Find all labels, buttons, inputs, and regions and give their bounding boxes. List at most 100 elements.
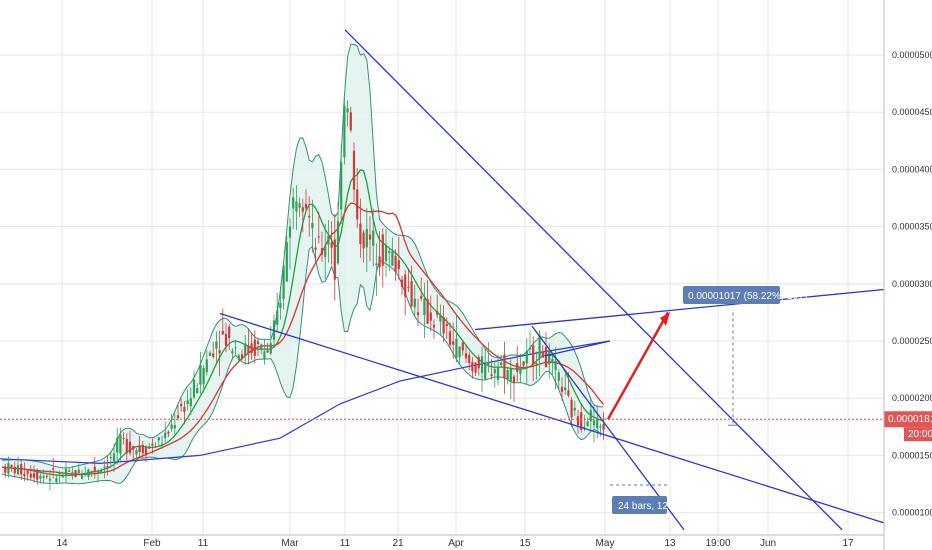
candle-body <box>10 464 13 467</box>
candle-body <box>503 354 506 379</box>
candle-body <box>90 470 93 472</box>
candle <box>356 168 359 228</box>
candle <box>301 198 304 233</box>
candle <box>189 387 192 415</box>
candle-body <box>538 335 541 359</box>
candle-body <box>64 468 68 477</box>
candle <box>298 197 301 217</box>
candle-body <box>320 248 324 255</box>
candle <box>135 447 138 463</box>
candle <box>176 405 180 421</box>
candle-body <box>384 245 388 262</box>
candle-body <box>404 274 407 297</box>
candle-body <box>13 466 16 474</box>
y-tick-label: 0.00004500 <box>892 107 932 117</box>
candle <box>388 248 391 272</box>
candle-body <box>592 420 596 426</box>
candle <box>490 359 493 380</box>
bars-range-label: 24 bars, 12d <box>618 501 674 512</box>
candle <box>29 465 32 480</box>
candle <box>416 298 420 327</box>
candle-body <box>311 222 314 229</box>
candle-body <box>346 108 349 113</box>
candle-body <box>68 470 71 473</box>
candle <box>224 322 228 353</box>
x-tick-label: 15 <box>519 538 531 549</box>
x-tick-label: 11 <box>340 538 351 549</box>
candle-body <box>308 215 311 218</box>
candle-body <box>509 368 512 382</box>
candle-body <box>436 311 439 315</box>
candle-body <box>7 463 10 474</box>
candle-body <box>295 201 298 212</box>
candle <box>215 331 218 363</box>
candle-body <box>247 345 250 354</box>
candle-body <box>484 363 487 379</box>
candle-body <box>541 352 544 358</box>
candle <box>247 328 250 365</box>
candle <box>144 444 148 463</box>
projection-arrow <box>606 311 670 420</box>
candle <box>304 189 308 212</box>
candle <box>20 459 23 481</box>
candle <box>455 314 458 363</box>
candle-body <box>528 348 532 350</box>
candle-body <box>298 203 301 208</box>
candle-body <box>548 350 551 365</box>
candle-body <box>45 475 48 477</box>
candle-body <box>253 339 256 356</box>
candle-body <box>157 437 160 441</box>
candle <box>205 350 208 376</box>
candle-body <box>80 474 84 479</box>
candle-body <box>407 286 410 288</box>
candle-body <box>77 469 80 473</box>
candle <box>199 351 202 394</box>
candle <box>112 443 116 472</box>
candle <box>532 336 535 382</box>
candle <box>474 362 477 376</box>
candle <box>231 348 234 361</box>
bollinger-band-fill <box>2 44 604 484</box>
candle-body <box>52 468 55 470</box>
candle <box>45 472 48 480</box>
candle-body <box>333 239 336 280</box>
candle <box>525 337 528 384</box>
candle-body <box>228 326 231 339</box>
current-price-line: 0.00001816 20:00 <box>0 411 932 442</box>
candle-body <box>116 437 119 453</box>
candle-body <box>189 398 192 407</box>
x-tick-label: 17 <box>842 538 854 549</box>
candle <box>378 231 381 277</box>
candle-body <box>288 226 292 238</box>
candle-body <box>413 298 416 308</box>
candle-body <box>122 438 125 440</box>
candle <box>602 412 605 440</box>
candle <box>429 295 432 332</box>
candle-body <box>170 424 173 429</box>
candle <box>141 440 144 458</box>
candle-body <box>493 369 496 374</box>
candle-body <box>544 347 548 367</box>
candle <box>599 423 602 437</box>
current-price-tag <box>884 411 932 428</box>
y-tick-label: 0.00001500 <box>892 450 932 460</box>
y-tick-label: 0.00001000 <box>892 508 932 518</box>
candle <box>240 349 244 361</box>
moving-averages <box>0 169 611 477</box>
candle-body <box>96 470 100 473</box>
candle <box>410 265 413 308</box>
trend-line-descending-minor <box>219 312 885 524</box>
candle-body <box>263 351 266 360</box>
candle <box>208 350 212 356</box>
candle-body <box>93 466 96 472</box>
candle <box>93 456 96 479</box>
candle <box>442 305 445 343</box>
candle <box>391 237 394 266</box>
candle <box>477 354 480 376</box>
candle-body <box>487 362 490 365</box>
candle <box>394 249 397 281</box>
candle-body <box>349 112 352 131</box>
candle-body <box>522 361 525 366</box>
candle <box>103 460 106 479</box>
